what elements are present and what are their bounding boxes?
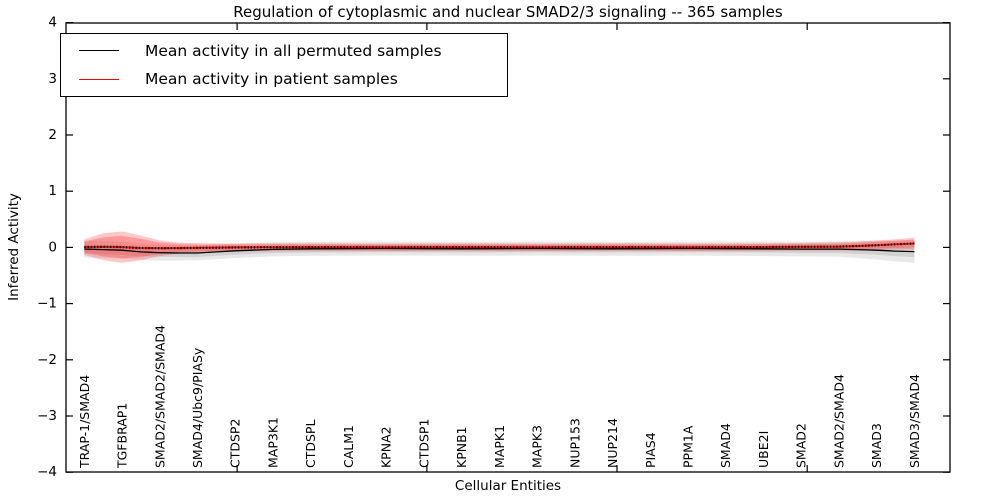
x-category-label: NUP153 [567, 418, 582, 468]
x-category-label: CTDSP1 [416, 419, 431, 468]
x-category-label: SMAD3/SMAD4 [907, 374, 922, 468]
x-axis-title: Cellular Entities [454, 478, 562, 494]
legend-label-permuted: Mean activity in all permuted samples [145, 41, 442, 60]
x-category-label: CTDSP2 [228, 419, 243, 468]
x-category-label: SMAD2/SMAD2/SMAD4 [152, 325, 167, 468]
x-category-label: KPNB1 [454, 426, 469, 468]
x-category-label: CTDSPL [303, 420, 318, 468]
x-category-label: MAPK3 [530, 425, 545, 468]
legend-line-patient-icon [79, 78, 119, 80]
y-tick-label: 0 [48, 239, 57, 255]
y-axis-title: Inferred Activity [6, 193, 22, 301]
legend-entry-patient: Mean activity in patient samples [61, 65, 507, 93]
y-tick-label: 2 [48, 127, 57, 143]
x-category-label: KPNA2 [379, 426, 394, 468]
y-tick-label: 1 [48, 183, 57, 199]
permuted-std-band-outer [84, 240, 915, 263]
x-category-label: CALM1 [341, 425, 356, 468]
x-category-label: SMAD3 [869, 423, 884, 468]
x-category-label: MAP3K1 [265, 417, 280, 468]
legend: Mean activity in all permuted samples Me… [60, 33, 508, 97]
x-category-label: SMAD4/Ubc9/PIASy [190, 347, 205, 468]
y-tick-label: 3 [48, 71, 57, 87]
y-tick-label: −4 [37, 464, 57, 480]
y-tick-label: −3 [37, 408, 57, 424]
x-category-label: SMAD2/SMAD4 [831, 374, 846, 468]
legend-label-patient: Mean activity in patient samples [145, 70, 398, 89]
x-category-label: TRAP-1/SMAD4 [77, 375, 92, 469]
point-markers [84, 242, 915, 250]
y-tick-label: −1 [37, 296, 57, 312]
x-category-label: PIAS4 [643, 432, 658, 468]
legend-line-permuted-icon [79, 50, 119, 52]
y-tick-label: −2 [37, 352, 57, 368]
x-category-label: MAPK1 [492, 425, 507, 468]
x-category-label: PPM1A [680, 425, 695, 468]
x-category-label: UBE2I [756, 431, 771, 468]
chart-title: Regulation of cytoplasmic and nuclear SM… [233, 3, 783, 21]
x-category-label: SMAD4 [718, 423, 733, 468]
x-category-label: NUP214 [605, 418, 620, 468]
y-tick-label: 4 [48, 15, 57, 31]
legend-entry-permuted: Mean activity in all permuted samples [61, 37, 507, 65]
x-category-label: TGFBRAP1 [115, 403, 130, 469]
x-category-label: SMAD2 [794, 423, 809, 468]
